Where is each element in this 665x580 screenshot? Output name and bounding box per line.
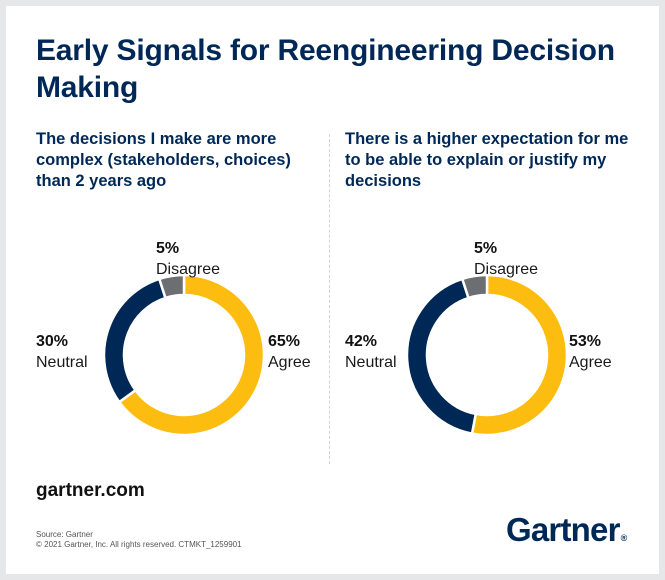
gartner-logo: Gartner® [506,511,628,549]
donut-slice-agree-right [470,274,568,436]
value-label-neutral-right: 42% [345,333,378,350]
slice-label-neutral-left: 30% Neutral [36,331,88,373]
slice-label-agree-right: 53% Agree [569,331,612,373]
website-link[interactable]: gartner.com [36,480,145,501]
registered-mark: ® [620,533,628,543]
category-label-neutral-left: Neutral [36,354,88,371]
category-label-neutral-right: Neutral [345,354,397,371]
slice-label-neutral-right: 42% Neutral [345,331,397,373]
donut-slice-disagree-left [157,274,186,300]
donut-slice-agree-left [117,274,265,436]
value-label-neutral-left: 30% [36,333,69,350]
copyright-line: © 2021 Gartner, Inc. All rights reserved… [36,540,242,549]
slice-label-disagree-left: 5% Disagree [156,238,220,280]
source-note: Source: Gartner © 2021 Gartner, Inc. All… [36,530,242,550]
infographic-card: Early Signals for Reengineering Decision… [6,6,659,574]
category-label-agree-right: Agree [569,354,612,371]
slice-label-disagree-right: 5% Disagree [474,238,538,280]
value-label-agree-left: 65% [268,333,301,350]
page-title: Early Signals for Reengineering Decision… [36,34,615,104]
slice-label-agree-left: 65% Agree [268,331,311,373]
donut-slice-disagree-right [460,274,489,300]
category-label-disagree-left: Disagree [156,261,221,278]
value-label-agree-right: 53% [569,333,602,350]
donut-chart-right [406,274,568,436]
logo-text: Gartner [506,511,620,548]
value-label-disagree-right: 5% [474,240,498,257]
value-label-disagree-left: 5% [156,240,180,257]
donut-slice-neutral-left [103,277,168,404]
chart-title-left: The decisions I make are more complex (s… [36,130,291,190]
column-divider [329,134,330,464]
donut-chart-left [103,274,265,436]
donut-slice-neutral-right [406,277,478,436]
chart-title-right: There is a higher expectation for me to … [345,130,629,190]
category-label-agree-left: Agree [268,354,311,371]
category-label-disagree-right: Disagree [474,261,539,278]
source-line: Source: Gartner [36,530,93,539]
